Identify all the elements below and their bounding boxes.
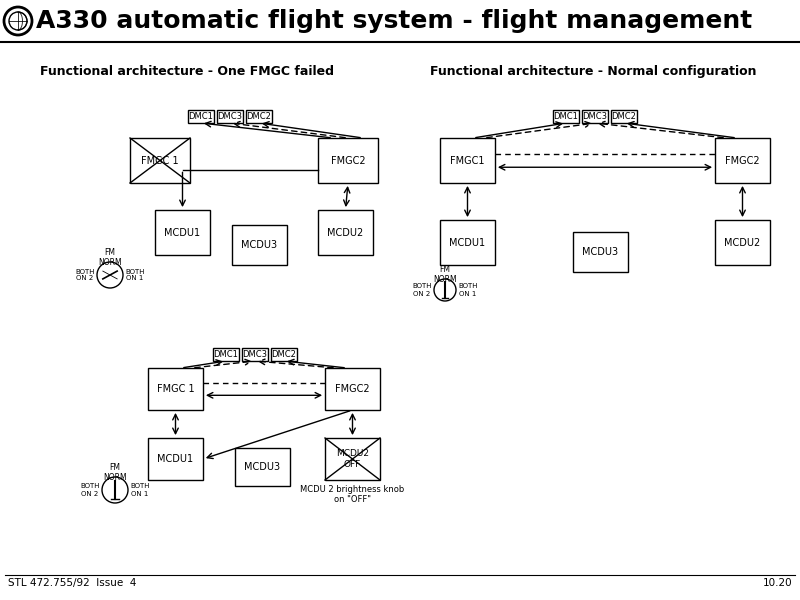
- Bar: [148, 438, 203, 480]
- Text: BOTH
ON 1: BOTH ON 1: [130, 484, 150, 497]
- Bar: [232, 225, 287, 265]
- Bar: [325, 368, 380, 410]
- Text: FM
NORM: FM NORM: [98, 248, 122, 268]
- Bar: [573, 232, 628, 272]
- Text: MCDU1: MCDU1: [158, 454, 194, 464]
- Bar: [553, 110, 579, 123]
- Text: MCDU2: MCDU2: [724, 238, 761, 247]
- Text: MCDU3: MCDU3: [582, 247, 618, 257]
- Text: DMC3: DMC3: [242, 350, 267, 359]
- Text: FM
NORM: FM NORM: [103, 463, 127, 482]
- Bar: [188, 110, 214, 123]
- Bar: [148, 368, 203, 410]
- Text: MCDU 2 brightness knob
on "OFF": MCDU 2 brightness knob on "OFF": [300, 485, 405, 505]
- Text: MCDU3: MCDU3: [242, 240, 278, 250]
- Bar: [440, 138, 495, 183]
- Text: MCDU1: MCDU1: [165, 227, 201, 238]
- Text: FMGC 1: FMGC 1: [157, 384, 194, 394]
- Text: FMGC2: FMGC2: [330, 155, 366, 166]
- Bar: [318, 210, 373, 255]
- Text: DMC3: DMC3: [582, 112, 607, 121]
- Bar: [318, 138, 378, 183]
- Bar: [325, 438, 380, 480]
- Text: DMC1: DMC1: [189, 112, 214, 121]
- Bar: [235, 448, 290, 486]
- Text: A330 automatic flight system - flight management: A330 automatic flight system - flight ma…: [36, 9, 752, 33]
- Text: DMC3: DMC3: [218, 112, 242, 121]
- Text: MCDU3: MCDU3: [245, 462, 281, 472]
- Text: DMC1: DMC1: [214, 350, 238, 359]
- Text: MCDU2: MCDU2: [327, 227, 364, 238]
- Bar: [213, 348, 239, 361]
- Text: STL 472.755/92  Issue  4: STL 472.755/92 Issue 4: [8, 578, 136, 588]
- Text: DMC2: DMC2: [271, 350, 297, 359]
- Text: 10.20: 10.20: [762, 578, 792, 588]
- Text: BOTH
ON 2: BOTH ON 2: [75, 269, 94, 281]
- Text: FMGC1: FMGC1: [450, 155, 485, 166]
- Text: FMGC2: FMGC2: [725, 155, 760, 166]
- Text: FMGC2: FMGC2: [335, 384, 370, 394]
- Text: BOTH
ON 1: BOTH ON 1: [458, 283, 478, 296]
- Text: MCDU2
OFF: MCDU2 OFF: [336, 449, 369, 469]
- Bar: [130, 138, 190, 183]
- Bar: [271, 348, 297, 361]
- Bar: [242, 348, 268, 361]
- Bar: [217, 110, 243, 123]
- Text: DMC2: DMC2: [611, 112, 637, 121]
- Bar: [582, 110, 608, 123]
- Text: BOTH
ON 2: BOTH ON 2: [80, 484, 100, 497]
- Bar: [246, 110, 272, 123]
- Text: FM
NORM: FM NORM: [433, 265, 457, 284]
- Bar: [715, 138, 770, 183]
- Bar: [440, 220, 495, 265]
- Text: DMC2: DMC2: [246, 112, 271, 121]
- Bar: [155, 210, 210, 255]
- Text: BOTH
ON 1: BOTH ON 1: [126, 269, 145, 281]
- Bar: [611, 110, 637, 123]
- Bar: [715, 220, 770, 265]
- Text: MCDU1: MCDU1: [450, 238, 486, 247]
- Text: Functional architecture - One FMGC failed: Functional architecture - One FMGC faile…: [40, 65, 334, 78]
- Text: FMGC 1: FMGC 1: [141, 155, 179, 166]
- Text: DMC1: DMC1: [554, 112, 578, 121]
- Text: Functional architecture - Normal configuration: Functional architecture - Normal configu…: [430, 65, 757, 78]
- Text: BOTH
ON 2: BOTH ON 2: [412, 283, 432, 296]
